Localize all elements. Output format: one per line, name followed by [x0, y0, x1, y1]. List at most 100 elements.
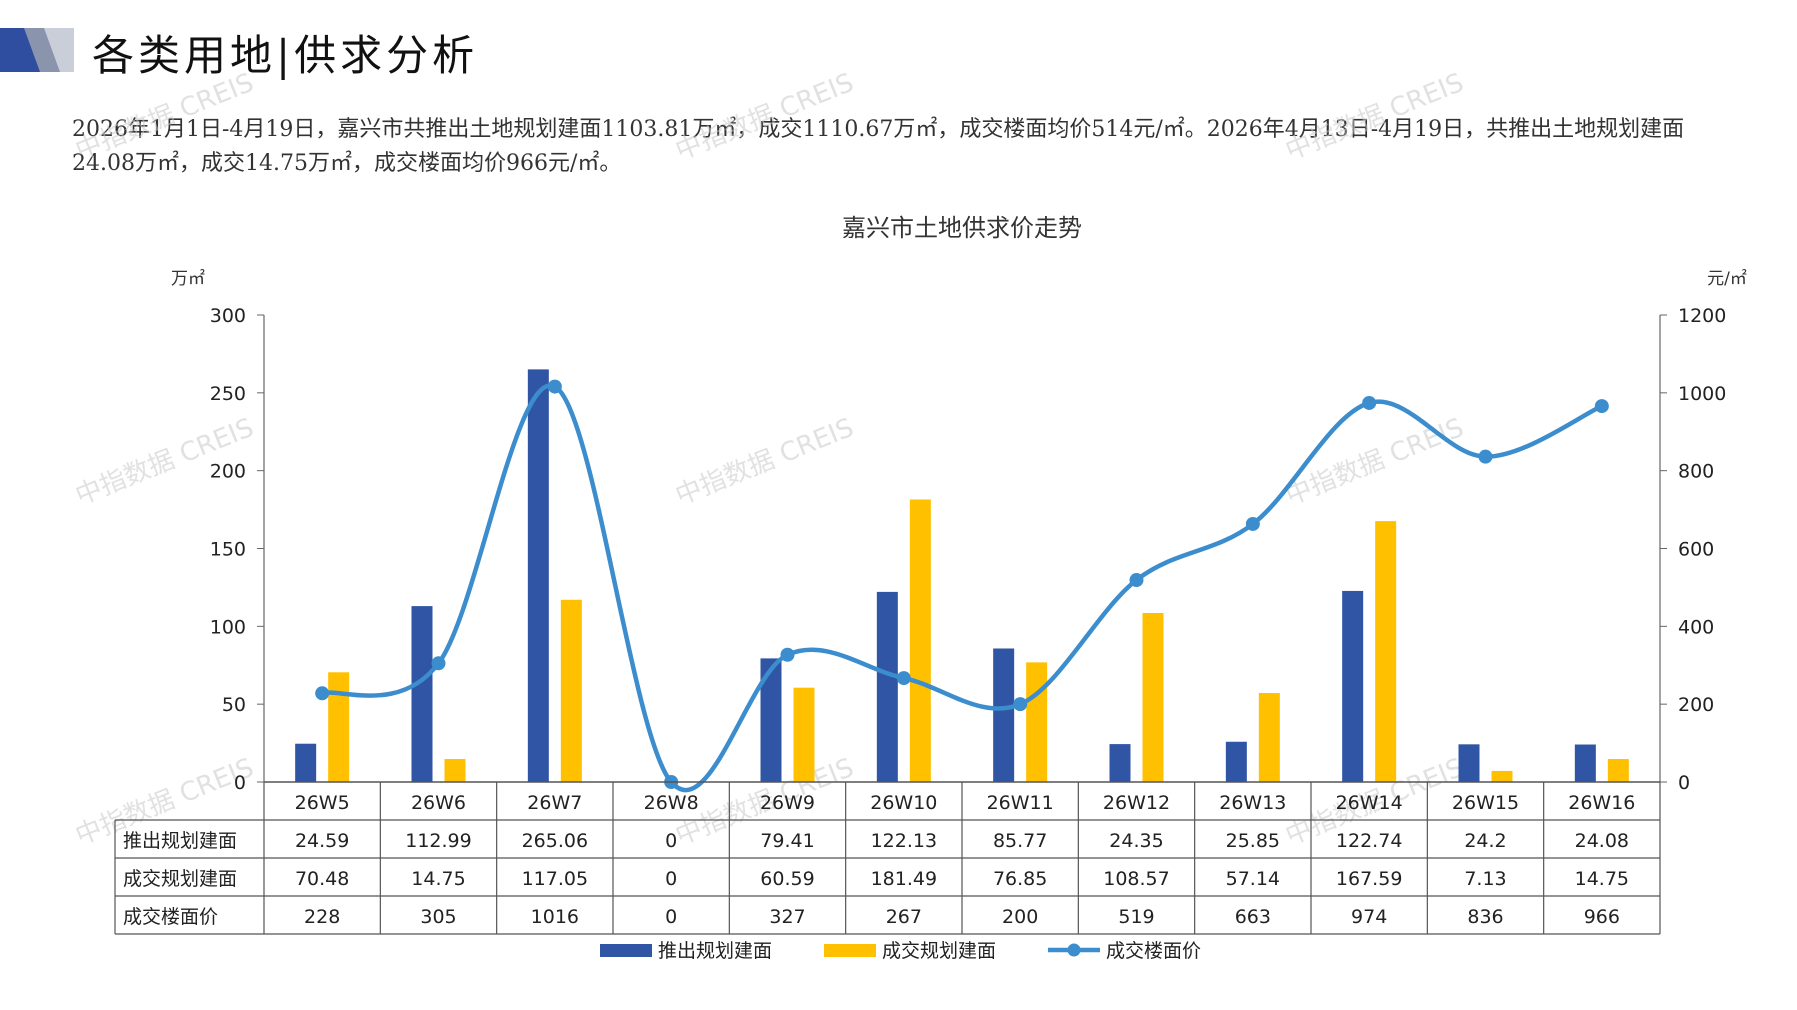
legend-line-marker	[1067, 943, 1081, 957]
table-cell-value: 24.2	[1464, 830, 1506, 852]
price-point	[1478, 449, 1493, 464]
table-cell-value: 24.08	[1575, 830, 1629, 852]
table-cell-value: 0	[665, 906, 677, 928]
table-cell-value: 24.35	[1109, 830, 1163, 852]
watermark: 中指数据 CREIS	[71, 68, 258, 167]
table-cell-value: 112.99	[405, 830, 471, 852]
bar-deal	[328, 672, 350, 782]
summary-text: 2026年1月1日-4月19日，嘉兴市共推出土地规划建面1103.81万㎡，成交…	[72, 117, 1685, 176]
y-tick-right-label: 1200	[1678, 305, 1726, 327]
y-tick-right-label: 1000	[1678, 383, 1726, 405]
bar-deal	[1375, 521, 1397, 782]
legend-swatch	[600, 944, 652, 957]
table-cell-value: 0	[665, 830, 677, 852]
table-cell-value: 108.57	[1103, 868, 1169, 890]
y-tick-left-label: 250	[210, 383, 246, 405]
legend-label: 成交楼面价	[1106, 940, 1201, 962]
table-cell-value: 305	[420, 906, 456, 928]
table-cell-value: 966	[1584, 906, 1620, 928]
table-cell-value: 836	[1467, 906, 1503, 928]
table-cell-value: 117.05	[522, 868, 588, 890]
table-cell-value: 7.13	[1464, 868, 1506, 890]
header-logo	[0, 28, 74, 72]
table-row-header: 成交楼面价	[123, 906, 218, 928]
table-cell-value: 76.85	[993, 868, 1047, 890]
price-point	[315, 686, 330, 701]
bar-supply	[411, 606, 433, 782]
bar-supply	[993, 648, 1015, 782]
legend-label: 成交规划建面	[882, 940, 996, 962]
table-cell-value: 85.77	[993, 830, 1047, 852]
bar-supply	[1225, 741, 1247, 782]
legend-swatch	[824, 944, 876, 957]
table-cell-value: 57.14	[1226, 868, 1280, 890]
table-cell-value: 60.59	[760, 868, 814, 890]
y-axis-right-unit: 元/㎡	[1707, 269, 1747, 289]
y-tick-left-label: 50	[222, 694, 246, 716]
bar-deal	[793, 687, 815, 782]
table-cell-value: 70.48	[295, 868, 349, 890]
table-cell-value: 267	[886, 906, 922, 928]
table-row-header: 推出规划建面	[123, 830, 237, 852]
watermark: 中指数据 CREIS	[671, 68, 858, 167]
y-tick-left-label: 150	[210, 539, 246, 561]
table-cell-value: 519	[1118, 906, 1154, 928]
table-cell-value: 167.59	[1336, 868, 1402, 890]
y-tick-left-label: 300	[210, 305, 246, 327]
price-point	[1013, 697, 1028, 712]
bar-supply	[527, 369, 549, 782]
y-tick-right-label: 400	[1678, 616, 1714, 638]
table-cell-value: 228	[304, 906, 340, 928]
logo-mid-shape	[24, 28, 60, 72]
chart-title: 嘉兴市土地供求价走势	[842, 214, 1082, 242]
price-point	[1362, 395, 1377, 410]
x-tick-label: 26W10	[870, 792, 937, 814]
y-tick-left-label: 200	[210, 461, 246, 483]
table-cell-value: 327	[769, 906, 805, 928]
bar-deal	[1142, 612, 1164, 782]
bar-deal	[444, 759, 466, 782]
price-point	[431, 656, 446, 671]
x-tick-label: 26W14	[1336, 792, 1403, 814]
table-cell-value: 200	[1002, 906, 1038, 928]
table-cell-value: 79.41	[760, 830, 814, 852]
watermark: 中指数据 CREIS	[671, 413, 858, 512]
bar-supply	[876, 591, 898, 782]
y-axis-left-unit: 万㎡	[171, 269, 205, 289]
price-point	[547, 379, 562, 394]
table-cell-value: 122.13	[871, 830, 937, 852]
bar-supply	[1109, 744, 1131, 782]
bar-deal	[1258, 693, 1280, 782]
x-tick-label: 26W13	[1219, 792, 1286, 814]
y-tick-right-label: 600	[1678, 539, 1714, 561]
x-tick-label: 26W7	[527, 792, 582, 814]
price-point	[780, 647, 795, 662]
bar-supply	[1342, 590, 1364, 782]
x-tick-label: 26W15	[1452, 792, 1519, 814]
y-tick-right-label: 800	[1678, 461, 1714, 483]
table-cell-value: 974	[1351, 906, 1387, 928]
price-point	[1245, 516, 1260, 531]
x-tick-label: 26W5	[295, 792, 350, 814]
bar-deal	[1026, 662, 1048, 782]
bar-deal	[1491, 770, 1513, 782]
table-cell-value: 14.75	[411, 868, 465, 890]
x-tick-label: 26W8	[644, 792, 699, 814]
x-tick-label: 26W11	[987, 792, 1054, 814]
table-cell-value: 14.75	[1575, 868, 1629, 890]
y-tick-right-label: 0	[1678, 772, 1690, 794]
legend-label: 推出规划建面	[658, 940, 772, 962]
x-tick-label: 26W12	[1103, 792, 1170, 814]
watermark: 中指数据 CREIS	[1281, 68, 1468, 167]
x-tick-label: 26W6	[411, 792, 466, 814]
y-tick-left-label: 0	[234, 772, 246, 794]
table-row-header: 成交规划建面	[123, 868, 237, 890]
bar-deal	[560, 599, 582, 782]
bar-supply	[295, 743, 317, 782]
price-point	[1129, 573, 1144, 588]
bar-deal	[1607, 759, 1629, 782]
price-point	[1594, 399, 1609, 414]
page-title: 各类用地|供求分析	[92, 31, 479, 80]
bar-supply	[760, 658, 782, 782]
